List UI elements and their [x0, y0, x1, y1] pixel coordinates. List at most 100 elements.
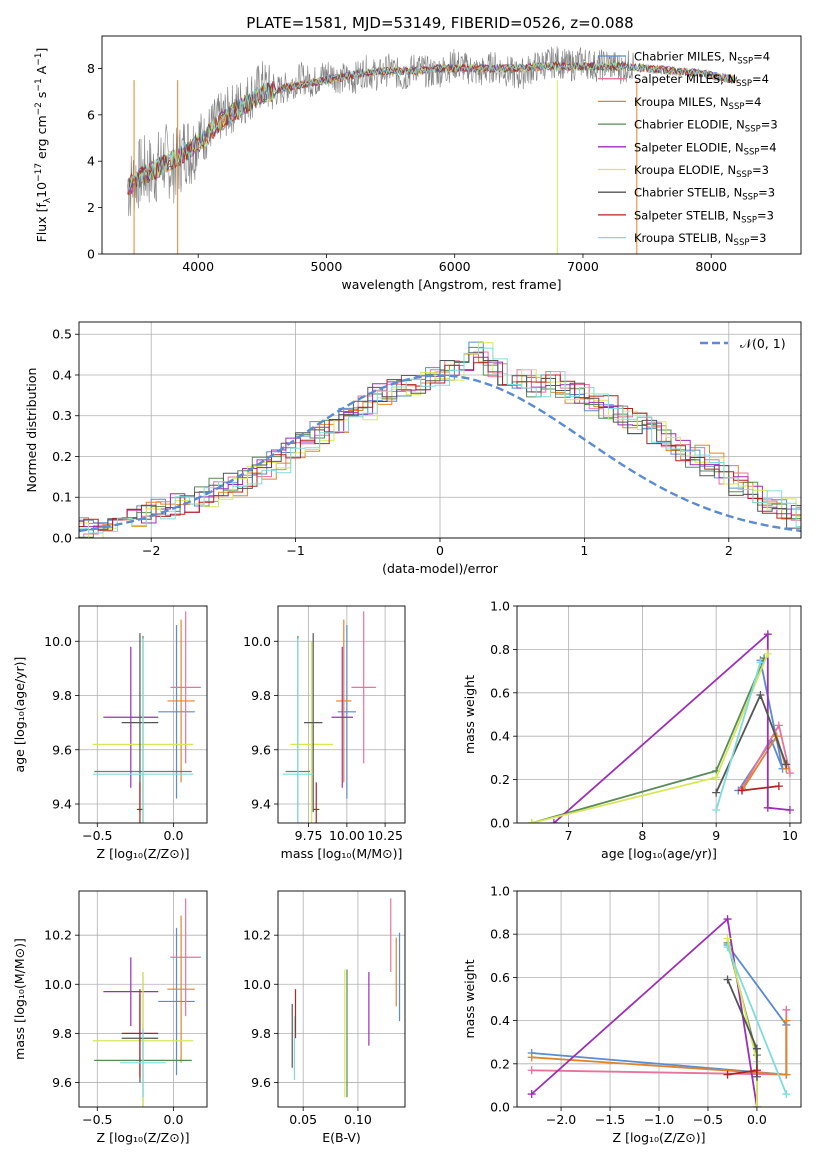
legend-entry-count: =3	[757, 208, 774, 222]
legend-entry-name: Chabrier STELIB, N	[634, 186, 742, 200]
x-tick-label: 0.0	[164, 828, 184, 843]
weight-marker	[712, 788, 721, 797]
y-tick-label: 0.8	[490, 927, 510, 942]
y-axis-label-part: 10	[34, 182, 49, 198]
y-tick-label: 0.2	[52, 449, 72, 464]
x-tick-label: 10.00	[329, 828, 365, 843]
y-tick-label: 0	[87, 247, 95, 262]
y-axis-label: age [log₁₀(age/yr)]	[12, 657, 27, 773]
weight-marker	[782, 1090, 791, 1099]
panel-weight_vs_Z: −2.0 −1.5 −1.0 −0.5 0.0 0.0 0.2 0.4 0.6 0.8 1.0 Z […	[462, 884, 802, 1145]
legend-entry-sub: SSP	[742, 193, 758, 203]
legend-entry-count: =4	[760, 140, 777, 154]
legend-entry-sub: SSP	[737, 57, 753, 67]
y-tick-label: 6	[87, 107, 95, 122]
x-tick-label: 7	[565, 828, 573, 843]
weight-marker	[782, 1016, 791, 1025]
errorbar-point	[167, 619, 195, 783]
errorbar-points	[92, 611, 201, 823]
weight-marker	[723, 975, 732, 984]
errorbar-point	[331, 646, 353, 788]
errorbar-point	[313, 782, 320, 823]
panel-spectrum: 4000 5000 6000 7000 8000 0 2 4 6 8 wavelength [Ang…	[34, 35, 802, 292]
x-tick-label: −0.5	[82, 1112, 112, 1127]
weight-series	[737, 782, 783, 795]
y-tick-label: 9.8	[251, 688, 271, 703]
x-tick-label: 5000	[311, 259, 343, 274]
legend-entry-name: Kroupa STELIB, N	[634, 231, 734, 245]
plot-frame	[78, 321, 802, 539]
weight-marker	[756, 658, 765, 667]
legend-entry: Kroupa STELIB, NSSP=3	[634, 231, 766, 248]
y-axis-label: Flux [fλ10−17 erg cm−2 s−1 A−1]	[34, 48, 53, 243]
y-tick-label: 9.6	[52, 742, 72, 757]
errorbar-point	[351, 611, 376, 764]
y-axis-label: mass weight	[462, 675, 477, 754]
panel-mass_vs_EBV: 0.05 0.10 9.6 9.8 10.0 10.2 E(B-V)	[243, 890, 406, 1145]
x-tick-label: 0.0	[747, 1112, 767, 1127]
x-tick-label: 9	[712, 828, 720, 843]
y-tick-label: 8	[87, 61, 95, 76]
legend-entry-count: =3	[749, 231, 766, 245]
errorbar-point	[103, 957, 159, 1026]
x-tick-label: 8	[638, 828, 646, 843]
errorbar-point	[337, 624, 357, 799]
x-axis-label: age [log₁₀(age/yr)]	[601, 846, 717, 861]
x-axis-label: Z [log₁₀(Z/Z⊙)]	[97, 846, 190, 861]
legend-entry: Salpeter MILES, NSSP=4	[634, 72, 769, 89]
errorbar-points	[291, 898, 401, 1098]
plot-frame	[101, 35, 802, 255]
y-tick-label: 9.4	[52, 797, 72, 812]
legend-entry: Salpeter ELODIE, NSSP=4	[634, 140, 777, 157]
x-tick-label: −1	[286, 543, 304, 558]
y-tick-label: 0.5	[52, 327, 72, 342]
legend-entry: Kroupa MILES, NSSP=4	[634, 95, 761, 112]
y-tick-label: 0.4	[490, 729, 510, 744]
legend-entry: Chabrier STELIB, NSSP=3	[634, 186, 775, 203]
legend-entry-sub: SSP	[736, 79, 752, 89]
y-axis-label-part: −1	[34, 53, 44, 66]
weight-line	[741, 785, 780, 792]
y-tick-label: 0.4	[52, 367, 72, 382]
weight-marker	[774, 782, 783, 791]
y-axis-label-part: Flux [f	[34, 203, 49, 243]
errorbar-point	[158, 624, 195, 799]
residual-legend: 𝒩(0, 1)	[700, 336, 786, 351]
y-tick-label: 1.0	[490, 884, 510, 899]
weight-series	[723, 1066, 761, 1079]
spectrum-traces	[127, 46, 738, 254]
weight-lines	[527, 915, 791, 1107]
legend-entry: 𝒩(0, 1)	[740, 336, 786, 351]
x-axis-label: mass [log₁₀(M/M⊙)]	[281, 846, 403, 861]
weight-marker	[723, 915, 732, 924]
legend-entry-name: Kroupa ELODIE, N	[634, 163, 736, 177]
legend-entry-name: Salpeter MILES, N	[634, 72, 736, 86]
legend-entry: Salpeter STELIB, NSSP=3	[634, 208, 774, 225]
y-tick-label: 2	[87, 200, 95, 215]
y-tick-label: 9.4	[251, 797, 271, 812]
errorbar-point	[336, 619, 352, 783]
panel-age_vs_mass: 9.75 10.00 10.25 9.4 9.6 9.8 10.0 mass [log₁₀(M…	[243, 605, 406, 861]
y-tick-label: 9.8	[52, 688, 72, 703]
legend-entry-sub: SSP	[745, 125, 761, 135]
histogram-lines	[79, 341, 801, 538]
weight-marker	[763, 630, 772, 639]
x-tick-label: −2.0	[546, 1112, 576, 1127]
weight-marker	[763, 649, 772, 658]
weight-series	[549, 630, 794, 823]
y-tick-label: 9.8	[52, 1026, 72, 1041]
weight-marker	[785, 805, 794, 814]
legend-entry: Chabrier ELODIE, NSSP=3	[634, 118, 778, 135]
plot-frame	[277, 890, 406, 1108]
plots-layer: 4000 5000 6000 7000 8000 0 2 4 6 8 wavelength [Ang…	[12, 35, 802, 1145]
panel-age_vs_Z: −0.5 0.0 9.4 9.6 9.8 10.0 Z [log₁₀(Z/Z⊙)] age […	[12, 605, 208, 861]
y-tick-label: 10.0	[243, 977, 271, 992]
legend-entry-name: Salpeter STELIB, N	[634, 208, 741, 222]
weight-marker	[785, 769, 794, 778]
weight-lines	[527, 630, 794, 823]
x-tick-label: 10	[782, 828, 798, 843]
legend-entry-sub: SSP	[744, 147, 760, 157]
weight-marker	[774, 721, 783, 730]
legend-entry-count: =4	[753, 50, 770, 64]
